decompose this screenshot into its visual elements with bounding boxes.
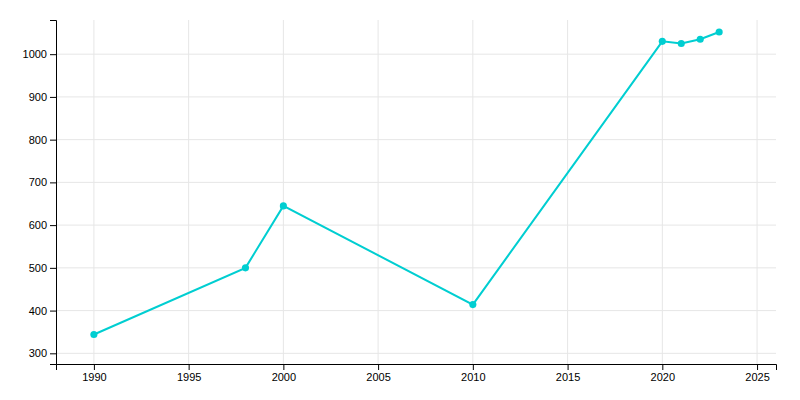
grid-line-x: [283, 20, 284, 364]
y-axis-tick-label: 600: [29, 219, 47, 231]
x-axis-tick: 2000: [272, 364, 296, 383]
x-axis-tick-label: 2015: [556, 371, 580, 383]
y-axis-tick-label: 700: [29, 176, 47, 188]
y-axis-tick: 500: [29, 262, 56, 274]
grid-line-x: [378, 20, 379, 364]
y-axis-tick-label: 400: [29, 305, 47, 317]
grid-line-y: [56, 225, 776, 226]
grid-line-y: [56, 353, 776, 354]
y-axis-tick-mark: [50, 97, 56, 98]
point: [659, 38, 666, 45]
chart: 1990 1995 2000 2005 2010 2015 2020 2025 300 400 50…: [0, 0, 800, 400]
grid-line-y: [56, 182, 776, 183]
x-axis-tick-label: 1995: [177, 371, 201, 383]
point: [678, 40, 685, 47]
x-axis-tick-mark: [94, 364, 95, 370]
x-axis-tick-mark: [662, 364, 663, 370]
y-axis-tick-label: 900: [29, 91, 47, 103]
grid-line-y: [56, 310, 776, 311]
y-axis-line: [50, 21, 57, 365]
x-axis-tick: 2020: [651, 364, 675, 383]
x-axis-tick-label: 2025: [745, 371, 769, 383]
y-axis-tick-mark: [50, 353, 56, 354]
y-axis-tick: 600: [29, 219, 56, 231]
y-axis-tick-label: 1000: [23, 48, 47, 60]
grid-line-x: [472, 20, 473, 364]
grid-line-x: [93, 20, 94, 364]
x-axis-tick-mark: [473, 364, 474, 370]
y-axis-tick-label: 300: [29, 347, 47, 359]
grid: [56, 20, 776, 364]
x-axis-tick-mark: [189, 364, 190, 370]
point: [469, 301, 476, 308]
x-axis-tick-label: 1990: [82, 371, 106, 383]
grid-line-y: [56, 267, 776, 268]
point: [242, 264, 249, 271]
grid-line-x: [188, 20, 189, 364]
grid-line-x: [757, 20, 758, 364]
x-axis-tick: 1995: [177, 364, 201, 383]
x-axis-tick: 2025: [745, 364, 769, 383]
grid-line-y: [56, 139, 776, 140]
y-axis-tick: 900: [29, 91, 56, 103]
grid-line-y: [56, 96, 776, 97]
x-axis-tick-mark: [378, 364, 379, 370]
y-axis-tick: 800: [29, 134, 56, 146]
y-axis-tick: 300: [29, 347, 56, 359]
point: [90, 331, 97, 338]
x-axis-tick: 2015: [556, 364, 580, 383]
y-axis-tick: 400: [29, 305, 56, 317]
line: [94, 32, 719, 335]
grid-line-x: [567, 20, 568, 364]
grid-line-y: [56, 54, 776, 55]
point: [697, 36, 704, 43]
y-axis-tick: 1000: [23, 48, 56, 60]
x-axis-tick-mark: [283, 364, 284, 370]
y-axis-tick-mark: [50, 311, 56, 312]
x-axis-line: [57, 365, 777, 371]
x-axis-tick: 2005: [366, 364, 390, 383]
y-axis-tick: 700: [29, 176, 56, 188]
y-axis-tick-mark: [50, 225, 56, 226]
y-axis-tick-label: 800: [29, 134, 47, 146]
grid-line-x: [662, 20, 663, 364]
y-axis-tick-mark: [50, 140, 56, 141]
x-axis-tick-mark: [568, 364, 569, 370]
x-axis: 1990 1995 2000 2005 2010 2015 2020 2025: [57, 364, 777, 383]
x-axis-tick: 1990: [82, 364, 106, 383]
x-axis-tick-label: 2000: [272, 371, 296, 383]
y-axis-tick-mark: [50, 268, 56, 269]
y-axis-tick-mark: [50, 54, 56, 55]
point: [280, 202, 287, 209]
x-axis-tick: 2010: [461, 364, 485, 383]
x-axis-tick-label: 2020: [651, 371, 675, 383]
x-axis-tick-label: 2005: [366, 371, 390, 383]
y-axis: 300 400 500 600 700 800 900 1000: [23, 21, 57, 365]
point: [716, 28, 723, 35]
y-axis-tick-mark: [50, 182, 56, 183]
plot-area: [90, 28, 722, 338]
x-axis-tick-label: 2010: [461, 371, 485, 383]
x-axis-tick-mark: [757, 364, 758, 370]
y-axis-tick-label: 500: [29, 262, 47, 274]
